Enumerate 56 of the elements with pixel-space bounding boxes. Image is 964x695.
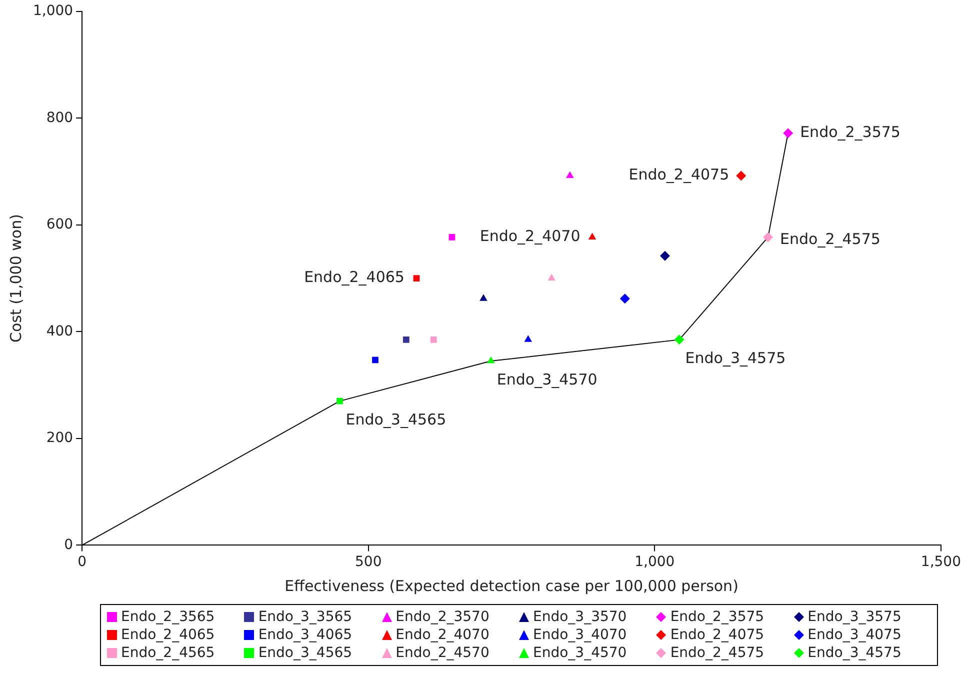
- annotation: Endo_3_4570: [496, 370, 598, 388]
- legend-label: Endo_3_3570: [532, 609, 628, 625]
- x-tick-label: 0: [78, 554, 87, 570]
- point: [524, 335, 532, 342]
- point: [372, 356, 378, 364]
- point: [480, 294, 488, 301]
- point: [413, 275, 420, 282]
- legend-label: Endo_2_3570: [394, 609, 490, 625]
- annotation: Endo_3_4565: [346, 410, 446, 428]
- legend-label: Endo_3_4565: [257, 645, 354, 661]
- y-axis-title: Cost (1,000 won): [6, 214, 25, 343]
- x-tick-label: 1,000: [634, 554, 675, 570]
- annotation: Endo_2_4070: [480, 227, 580, 246]
- legend-label: Endo_3_4075: [806, 627, 902, 643]
- legend-label: Endo_2_4565: [120, 645, 216, 661]
- x-axis-title: Effectiveness (Expected detection case per 100,000 person): [284, 576, 738, 595]
- y-tick-label: 400: [46, 323, 74, 340]
- legend-label: Endo_2_4070: [394, 627, 490, 643]
- point: [620, 294, 630, 304]
- legend-label: Endo_2_4065: [120, 627, 216, 643]
- legend-label: Endo_3_4575: [806, 645, 902, 661]
- annotation: Endo_2_4575: [780, 230, 880, 248]
- legend-label: Endo_2_4570: [394, 645, 490, 661]
- y-tick-label: 1,000: [32, 3, 74, 20]
- point: [588, 232, 596, 240]
- legend-label: Endo_2_4575: [669, 645, 766, 661]
- point: [763, 232, 774, 242]
- legend-label: Endo_2_4075: [669, 627, 766, 643]
- x-tick-label: 1,500: [920, 554, 962, 570]
- point: [566, 171, 574, 178]
- point: [430, 336, 437, 343]
- point: [674, 334, 684, 345]
- point: [448, 234, 456, 240]
- point: [402, 336, 410, 343]
- annotation: Endo_2_3575: [800, 122, 900, 141]
- point: [736, 170, 746, 181]
- legend-label: Endo_2_3565: [120, 609, 216, 625]
- legend-label: Endo_3_3565: [257, 609, 354, 625]
- y-tick-label: 600: [46, 216, 74, 233]
- annotation: Endo_2_4075: [628, 166, 730, 184]
- point: [336, 398, 343, 404]
- annotation: Endo_2_4065: [304, 268, 404, 286]
- point: [548, 274, 556, 281]
- point: [783, 128, 794, 138]
- legend-label: Endo_3_4570: [532, 645, 628, 661]
- x-tick-label: 500: [355, 554, 382, 570]
- annotation: Endo_3_4575: [685, 349, 786, 368]
- y-tick-label: 0: [64, 536, 74, 553]
- legend-label: Endo_3_4065: [257, 627, 354, 643]
- point: [487, 356, 495, 364]
- y-tick-label: 200: [46, 430, 74, 446]
- legend-label: Endo_3_3575: [806, 609, 902, 625]
- legend-label: Endo_2_3575: [669, 609, 766, 625]
- y-tick-label: 800: [46, 110, 74, 126]
- legend-label: Endo_3_4070: [532, 627, 628, 643]
- point: [660, 250, 670, 261]
